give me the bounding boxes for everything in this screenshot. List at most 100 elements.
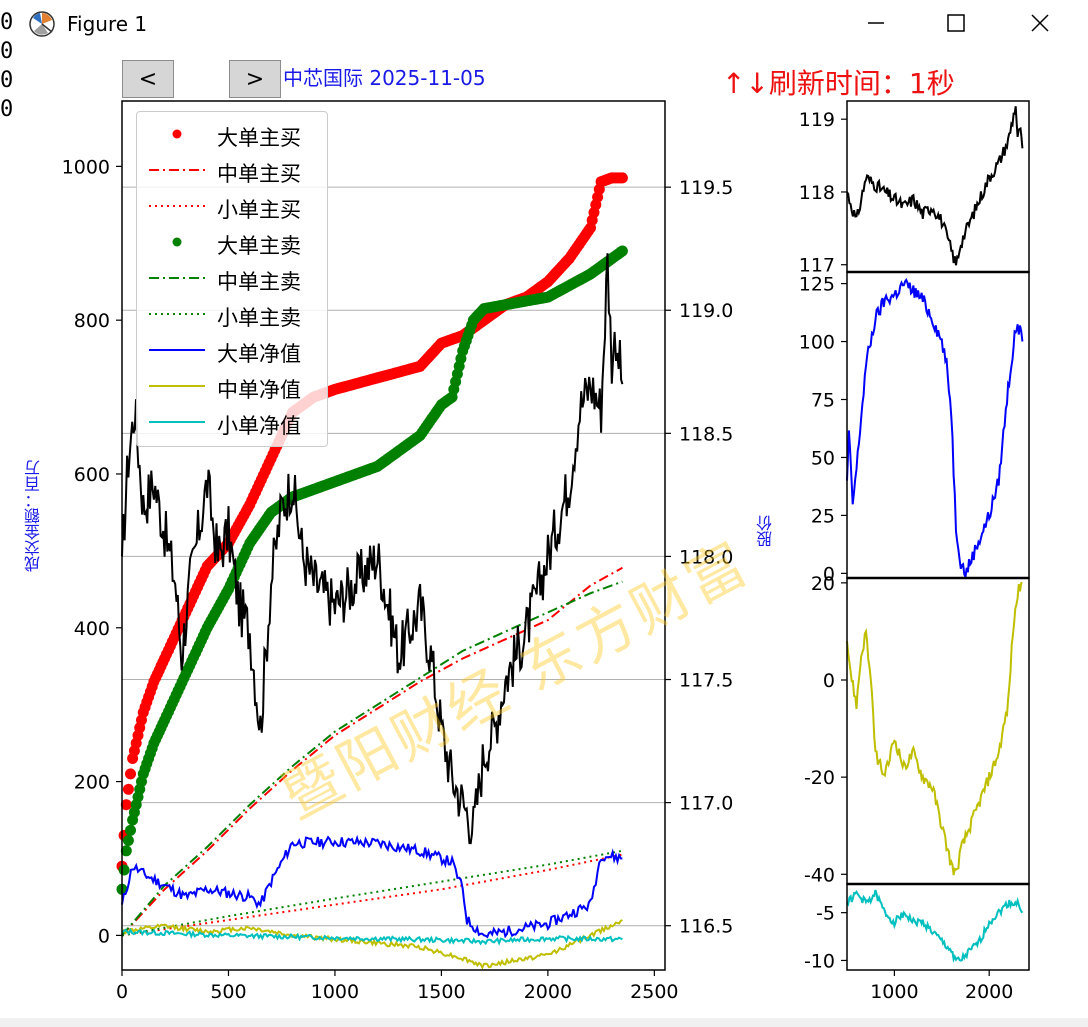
y-tick-label: 600: [74, 464, 110, 486]
legend-swatch-line: [149, 385, 205, 387]
legend-label: 小单主买: [217, 198, 301, 222]
status-strip: [0, 1018, 1088, 1027]
console-line: 0: [0, 68, 14, 93]
x-tick-label: 1000: [311, 981, 359, 1003]
series-line: [121, 927, 623, 946]
x-tick-label: 2000: [524, 981, 572, 1003]
y2-tick-label: 117.5: [679, 670, 733, 692]
data-point: [616, 172, 628, 184]
legend-swatch-line: [149, 349, 205, 351]
series-line: [121, 566, 623, 937]
legend-item: 中单净值: [137, 368, 327, 404]
legend-label: 大单主卖: [217, 234, 301, 258]
legend-swatch-dashdot: [149, 169, 205, 171]
y-tick-label: 0: [98, 925, 110, 947]
legend-label: 小单主卖: [217, 306, 301, 330]
side-y-tick-label: 117: [799, 255, 835, 277]
legend-swatch-dotted: [149, 205, 205, 207]
prev-day-button[interactable]: <: [122, 60, 174, 98]
legend-swatch-dot: [172, 237, 182, 247]
next-day-button[interactable]: >: [229, 60, 281, 98]
y-axis-label-left: 成交金额：百万: [24, 460, 43, 572]
side-y-tick-label: -10: [804, 950, 835, 972]
data-point: [120, 799, 132, 811]
close-icon: [1031, 14, 1049, 32]
refresh-interval-text: ↑↓刷新时间：1秒: [722, 67, 955, 100]
legend-item: 中单主卖: [137, 260, 327, 296]
data-point: [616, 245, 628, 257]
data-point: [125, 824, 136, 836]
legend-label: 中单主卖: [217, 270, 301, 294]
y-tick-label: 200: [74, 772, 110, 794]
legend-swatch-dashdot: [149, 277, 205, 279]
stock-title: 中芯国际 2025-11-05: [283, 66, 486, 90]
side-y-tick-label: 25: [811, 505, 835, 527]
maximize-button[interactable]: [928, 0, 984, 46]
y2-tick-label: 119.0: [679, 300, 733, 322]
legend-item: 小单主买: [137, 188, 327, 224]
side-y-tick-label: 20: [811, 573, 835, 595]
legend-item: 大单主卖: [137, 224, 327, 260]
console-line: 0: [0, 10, 14, 35]
side-y-tick-label: 75: [811, 390, 835, 412]
legend-label: 大单主买: [217, 126, 301, 150]
data-point: [125, 768, 136, 780]
y2-tick-label: 118.5: [679, 423, 733, 445]
legend-swatch-dotted: [149, 313, 205, 315]
side-y-tick-label: 119: [799, 109, 835, 131]
legend-label: 大单净值: [217, 342, 301, 366]
y-tick-label: 1000: [62, 156, 110, 178]
chevron-left-icon: <: [138, 66, 158, 92]
side-y-tick-label: 125: [799, 274, 835, 296]
side-y-tick-label: 50: [811, 447, 835, 469]
matplotlib-icon: [29, 11, 55, 37]
side-series-line: [846, 581, 1023, 876]
side-series-line: [846, 889, 1024, 964]
console-line: 0: [0, 97, 14, 122]
x-tick-label: 2500: [630, 981, 678, 1003]
legend-item: 大单净值: [137, 332, 327, 368]
side-y-tick-label: 100: [799, 332, 835, 354]
side-plot-area: [847, 884, 1029, 970]
legend-item: 小单主卖: [137, 296, 327, 332]
x-tick-label: 500: [210, 981, 246, 1003]
legend-label: 中单主买: [217, 162, 301, 186]
y2-tick-label: 118.0: [679, 546, 733, 568]
series-line: [121, 580, 623, 937]
window-title: Figure 1: [67, 12, 148, 36]
side-y-tick-label: -20: [804, 767, 835, 789]
series-line: [121, 834, 623, 939]
side-y-tick-label: 118: [799, 182, 835, 204]
y2-tick-label: 116.5: [679, 916, 733, 938]
side-plot-area: [847, 578, 1029, 884]
side-y-tick-label: -5: [816, 903, 835, 925]
background-console-text: 0 0 0 0: [0, 8, 14, 138]
side-x-tick-label: 2000: [965, 981, 1013, 1003]
data-point: [122, 783, 134, 795]
close-button[interactable]: [1012, 0, 1068, 46]
series-line: [121, 253, 624, 845]
side-x-tick-label: 1000: [870, 981, 918, 1003]
legend-swatch-dot: [172, 129, 182, 139]
legend-label: 小单净值: [217, 414, 301, 438]
legend: 大单主买 中单主买 小单主买 大单主卖 中单主卖 小单主卖 大单净值 中单净值 …: [136, 111, 328, 447]
side-y-tick-label: 0: [823, 670, 835, 692]
console-line: 0: [0, 39, 14, 64]
side-y-tick-label: -40: [804, 864, 835, 886]
side-plot-area: [847, 272, 1029, 578]
y-axis-label-right: 股价: [756, 515, 775, 547]
main-plot-frame: [121, 100, 666, 971]
minimize-button[interactable]: [848, 0, 904, 46]
y-tick-label: 800: [74, 310, 110, 332]
legend-label: 中单净值: [217, 378, 301, 402]
chevron-right-icon: >: [245, 66, 265, 92]
y2-tick-label: 119.5: [679, 177, 733, 199]
side-series-line: [846, 277, 1024, 581]
legend-item: 中单主买: [137, 152, 327, 188]
side-y-tick-label: 0: [823, 563, 835, 585]
minimize-icon: [868, 22, 884, 24]
data-point: [120, 845, 132, 857]
window-titlebar: Figure 1: [0, 0, 1088, 46]
x-tick-label: 1500: [417, 981, 465, 1003]
series-line: [121, 919, 623, 970]
